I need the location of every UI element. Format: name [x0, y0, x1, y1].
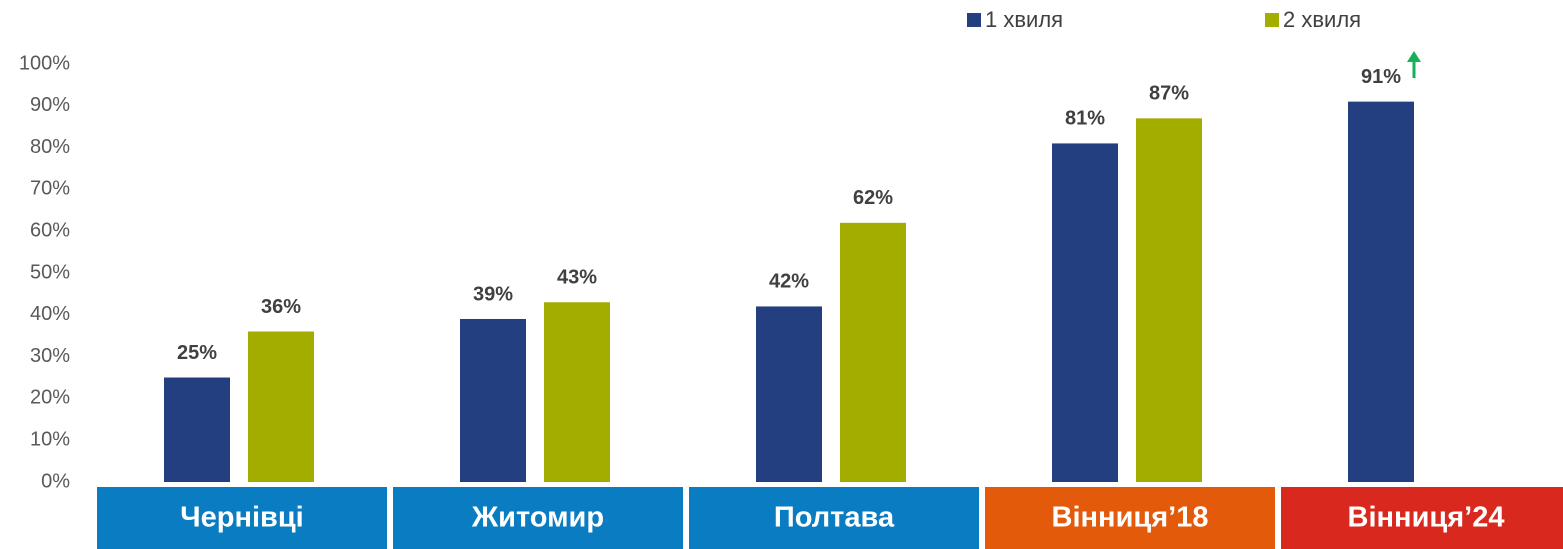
- value-label: 87%: [1149, 83, 1189, 105]
- bar: [1136, 118, 1202, 482]
- y-tick-label: 70%: [30, 178, 70, 200]
- y-tick-label: 80%: [30, 136, 70, 158]
- y-tick-label: 50%: [30, 261, 70, 283]
- category-box: [1281, 487, 1563, 549]
- bar: [756, 306, 822, 482]
- value-label: 39%: [473, 283, 513, 305]
- bar: [1348, 101, 1414, 483]
- bar: [164, 377, 230, 482]
- y-tick-label: 0%: [41, 470, 70, 492]
- x-tick-label: Чернівці: [180, 502, 304, 534]
- legend-swatch: [1265, 13, 1279, 27]
- category-box: [393, 487, 683, 549]
- value-label: 42%: [769, 271, 809, 293]
- category-box: [97, 487, 387, 549]
- value-label: 36%: [261, 296, 301, 318]
- y-tick-label: 60%: [30, 219, 70, 241]
- category-box: [689, 487, 979, 549]
- value-label: 91%: [1361, 66, 1401, 88]
- y-tick-label: 90%: [30, 94, 70, 116]
- category-box: [985, 487, 1275, 549]
- y-tick-label: 40%: [30, 303, 70, 325]
- value-label: 43%: [557, 267, 597, 289]
- bar: [840, 222, 906, 482]
- bar: [544, 302, 610, 482]
- y-tick-label: 100%: [19, 52, 70, 74]
- y-tick-label: 10%: [30, 428, 70, 450]
- bar: [248, 331, 314, 482]
- y-tick-label: 20%: [30, 387, 70, 409]
- value-label: 62%: [853, 187, 893, 209]
- value-label: 81%: [1065, 108, 1105, 130]
- legend-label: 2 хвиля: [1283, 7, 1361, 32]
- legend-swatch: [967, 13, 981, 27]
- x-tick-label: Вінниця’18: [1052, 502, 1209, 534]
- x-tick-label: Полтава: [774, 502, 895, 534]
- x-tick-label: Вінниця’24: [1348, 502, 1505, 534]
- legend-label: 1 хвиля: [985, 7, 1063, 32]
- x-tick-label: Житомир: [471, 502, 604, 534]
- increase-arrow: [1407, 51, 1421, 78]
- y-tick-label: 30%: [30, 345, 70, 367]
- bar: [460, 318, 526, 482]
- bar: [1052, 143, 1118, 483]
- value-label: 25%: [177, 342, 217, 364]
